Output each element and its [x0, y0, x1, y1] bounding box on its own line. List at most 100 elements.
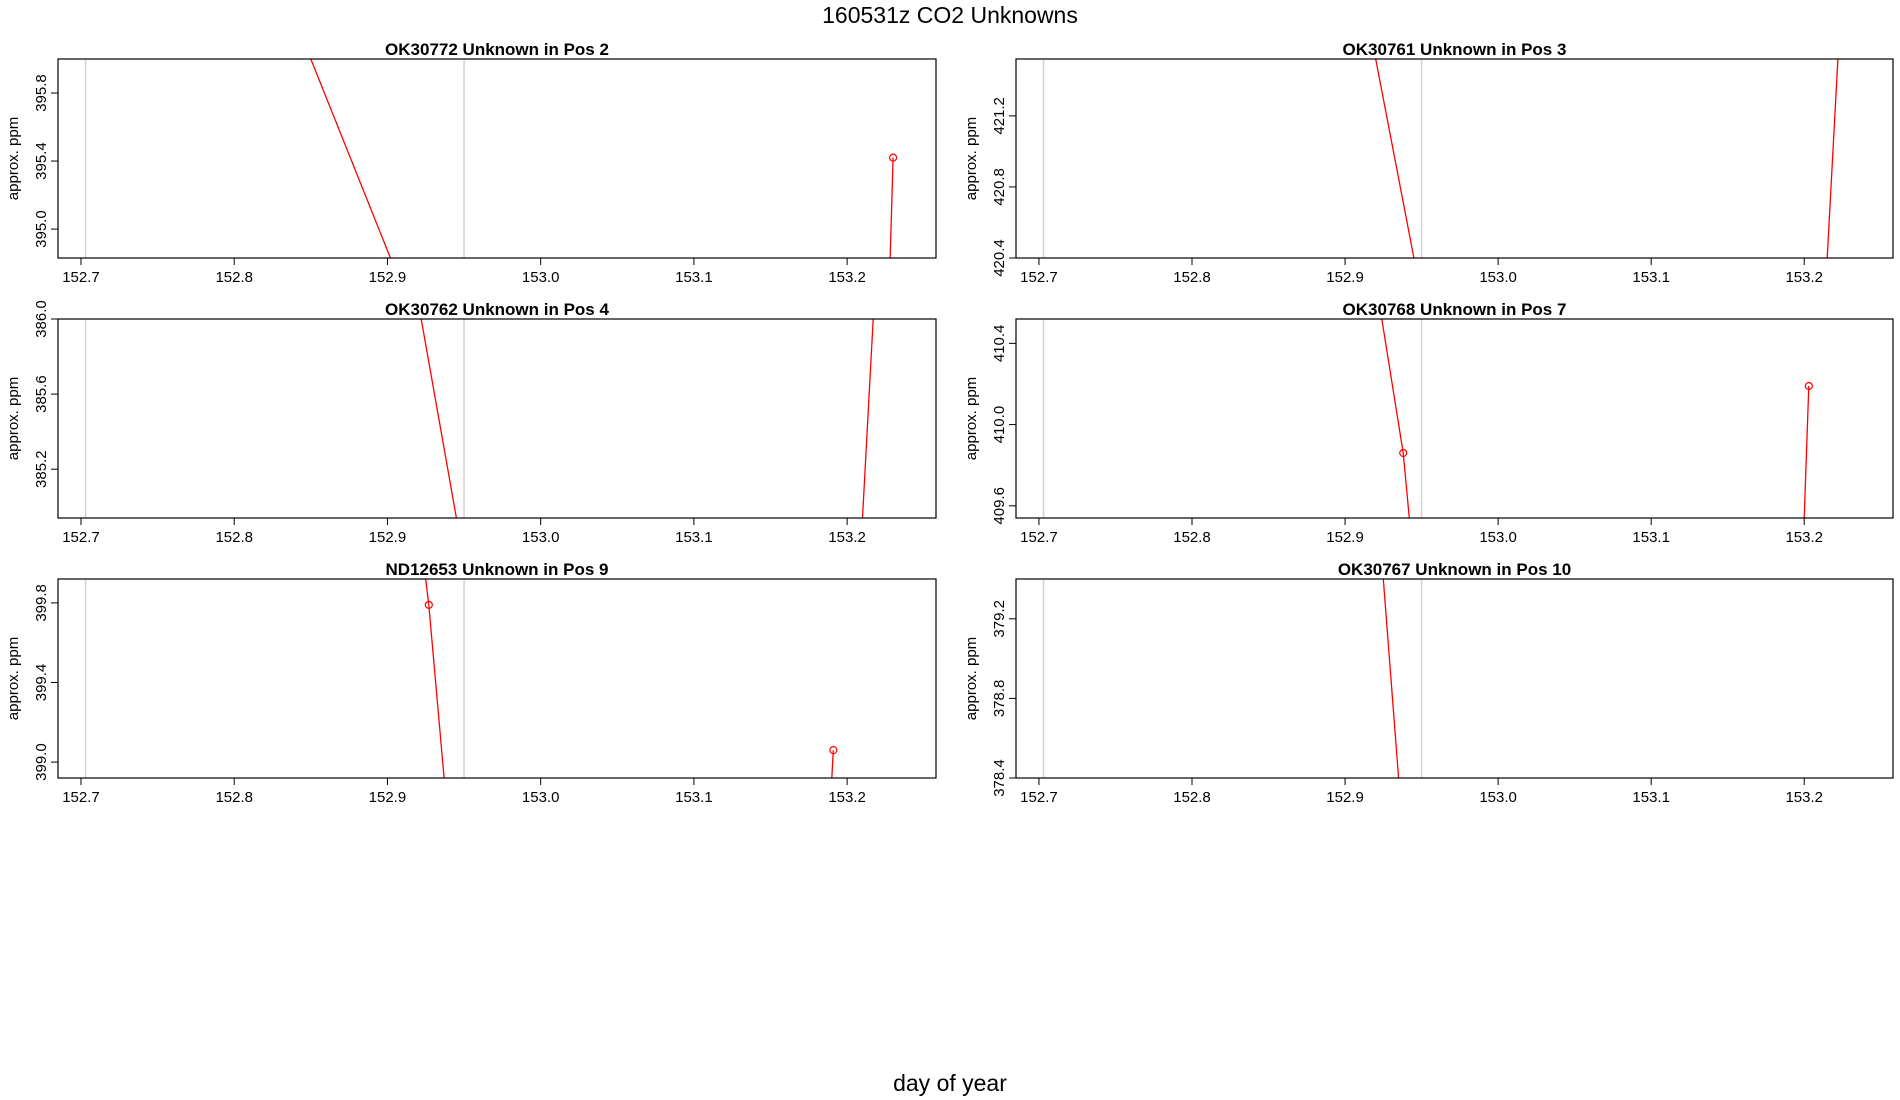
y-tick-label: 395.4: [33, 142, 50, 180]
x-tick-label: 152.8: [1173, 529, 1211, 546]
panel-title: OK30761 Unknown in Pos 3: [1343, 40, 1567, 59]
y-axis-label: approx. ppm: [963, 377, 980, 460]
x-tick-label: 153.2: [1785, 789, 1823, 806]
data-point: [424, 600, 433, 609]
x-tick-label: 152.9: [1326, 529, 1364, 546]
x-tick-label: 152.9: [1326, 269, 1364, 286]
x-tick-label: 152.9: [369, 789, 407, 806]
series-line-2: [1803, 385, 1810, 518]
y-axis-label: approx. ppm: [963, 117, 980, 200]
panel-title: ND12653 Unknown in Pos 9: [386, 560, 609, 579]
x-tick-label: 153.2: [1785, 269, 1823, 286]
series-group: [310, 59, 898, 258]
x-tick-label: 153.0: [1479, 789, 1517, 806]
y-axis-label: approx. ppm: [5, 377, 22, 460]
series-group: [420, 319, 874, 518]
series-group: [1382, 579, 1400, 778]
y-tick-label: 395.8: [33, 74, 50, 112]
y-tick-label: 399.4: [33, 664, 50, 702]
panel-title: OK30768 Unknown in Pos 7: [1343, 300, 1567, 319]
y-tick-label: 420.4: [991, 239, 1008, 277]
x-tick-label: 152.9: [369, 529, 407, 546]
x-tick-label: 153.0: [522, 269, 560, 286]
series-line-1: [310, 59, 392, 258]
figure-title: 160531z CO2 Unknowns: [822, 2, 1078, 28]
series-group: [1381, 319, 1813, 518]
panel-1: OK30772 Unknown in Pos 2 152.7 152.8 152.9 1…: [5, 40, 937, 286]
plot-frame: [1015, 58, 1894, 259]
series-line-2: [861, 319, 874, 518]
panel-4: OK30768 Unknown in Pos 7 152.7 152.8 152.9 1…: [963, 300, 1894, 546]
x-tick-label: 152.7: [62, 789, 100, 806]
series-line-2: [889, 157, 894, 258]
x-tick-label: 152.8: [1173, 789, 1211, 806]
x-tick-label: 153.1: [675, 529, 713, 546]
x-tick-label: 152.9: [369, 269, 407, 286]
x-tick-label: 153.0: [1479, 529, 1517, 546]
x-tick-label: 152.8: [215, 529, 253, 546]
plot-frame: [57, 578, 937, 779]
x-tick-label: 153.0: [522, 529, 560, 546]
x-tick-label: 153.2: [828, 529, 866, 546]
panel-title: OK30762 Unknown in Pos 4: [385, 300, 609, 319]
plot-frame: [57, 58, 937, 259]
x-tick-label: 153.2: [828, 789, 866, 806]
x-tick-label: 152.7: [1020, 269, 1058, 286]
x-tick-label: 152.8: [1173, 269, 1211, 286]
plot-frame: [1015, 578, 1894, 779]
x-tick-label: 153.2: [1785, 529, 1823, 546]
x-tick-label: 153.2: [828, 269, 866, 286]
y-tick-label: 378.8: [991, 680, 1008, 718]
panel-title: OK30767 Unknown in Pos 10: [1338, 560, 1571, 579]
data-point: [1804, 381, 1813, 391]
x-tick-label: 153.1: [675, 269, 713, 286]
y-tick-label: 379.2: [991, 600, 1008, 638]
y-tick-label: 399.8: [33, 584, 50, 622]
y-tick-label: 410.0: [991, 406, 1008, 444]
panel-5: ND12653 Unknown in Pos 9 152.7 152.8 152.9 1…: [5, 560, 937, 806]
data-point: [888, 153, 898, 162]
x-tick-label: 153.0: [1479, 269, 1517, 286]
x-tick-label: 153.1: [1632, 269, 1670, 286]
series-line-1: [420, 319, 458, 518]
y-axis-label: approx. ppm: [963, 637, 980, 720]
x-tick-label: 153.1: [1632, 529, 1670, 546]
y-axis-label: approx. ppm: [5, 637, 22, 720]
series-line-1: [1382, 579, 1400, 778]
series-line-1: [425, 579, 445, 778]
x-tick-label: 152.7: [1020, 529, 1058, 546]
x-tick-label: 152.9: [1326, 789, 1364, 806]
series-group: [1375, 59, 1839, 258]
panel-3: OK30762 Unknown in Pos 4 152.7 152.8 152.9 1…: [5, 300, 937, 546]
y-tick-label: 385.2: [33, 450, 50, 488]
series-group: [424, 579, 838, 778]
data-point: [1399, 448, 1408, 458]
panel-title: OK30772 Unknown in Pos 2: [385, 40, 609, 59]
x-tick-label: 153.0: [522, 789, 560, 806]
x-tick-label: 153.1: [1632, 789, 1670, 806]
panel-2: OK30761 Unknown in Pos 3 152.7 152.8 152.9 1…: [963, 40, 1894, 286]
data-point: [829, 746, 838, 755]
x-tick-label: 153.1: [675, 789, 713, 806]
x-tick-label: 152.7: [62, 269, 100, 286]
series-line-2: [831, 750, 834, 778]
x-tick-label: 152.7: [62, 529, 100, 546]
y-axis-label: approx. ppm: [5, 117, 22, 200]
x-tick-label: 152.8: [215, 269, 253, 286]
y-tick-label: 385.6: [33, 375, 50, 413]
panel-6: OK30767 Unknown in Pos 10 152.7 152.8 152.9…: [963, 560, 1894, 806]
series-line-1: [1381, 319, 1410, 518]
x-tick-label: 152.8: [215, 789, 253, 806]
plot-frame: [57, 318, 937, 519]
y-tick-label: 378.4: [991, 759, 1008, 797]
x-axis-label: day of year: [893, 1070, 1007, 1096]
y-tick-label: 410.4: [991, 325, 1008, 363]
y-tick-label: 395.0: [33, 210, 50, 248]
y-tick-label: 399.0: [33, 743, 50, 781]
x-tick-label: 152.7: [1020, 789, 1058, 806]
y-tick-label: 409.6: [991, 487, 1008, 525]
y-tick-label: 421.2: [991, 97, 1008, 135]
y-tick-label: 386.0: [33, 300, 50, 338]
series-line-1: [1375, 59, 1415, 258]
